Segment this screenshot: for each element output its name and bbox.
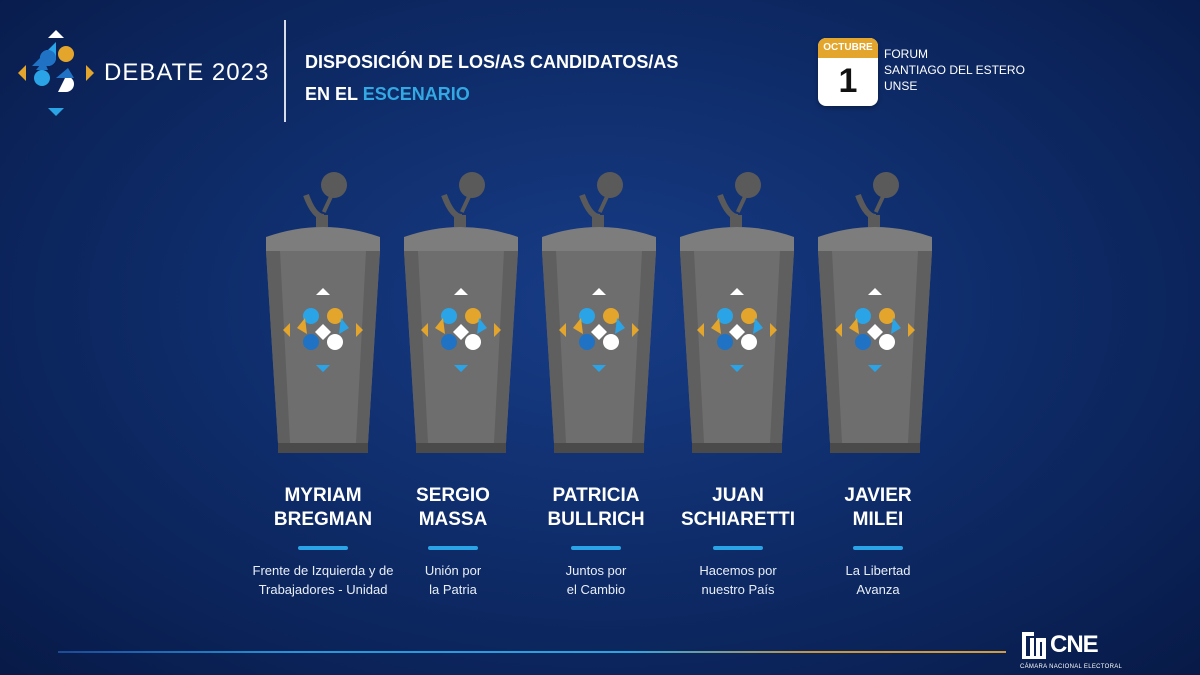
candidate-party: Unión por la Patria <box>378 561 528 599</box>
candidate-last-name: BULLRICH <box>547 509 645 530</box>
debate-diamond-icon <box>559 288 639 372</box>
candidate-party: Hacemos por nuestro País <box>663 561 813 599</box>
podium <box>678 165 796 457</box>
candidate-name: SERGIO MASSA <box>378 484 528 532</box>
venue-info: FORUM SANTIAGO DEL ESTERO UNSE <box>884 46 1025 94</box>
party-line-2: Avanza <box>856 582 900 597</box>
party-line-2: la Patria <box>429 582 477 597</box>
candidate-card: MYRIAM BREGMAN Frente de Izquierda y de Tr… <box>248 484 398 599</box>
venue-line-3: UNSE <box>884 79 918 93</box>
microphone-icon <box>579 172 623 227</box>
candidate-first-name: PATRICIA <box>552 485 640 506</box>
podium <box>264 165 382 457</box>
candidate-last-name: BREGMAN <box>273 509 373 530</box>
cne-logo: CNE CÁMARA NACIONAL ELECTORAL <box>1020 628 1122 672</box>
debate-diamond-icon <box>18 30 94 116</box>
candidate-card: JUAN SCHIARETTI Hacemos por nuestro País <box>663 484 813 599</box>
candidate-name: JAVIER MILEI <box>803 484 953 532</box>
candidate-divider <box>428 546 478 550</box>
microphone-icon <box>441 172 485 227</box>
title-line-1: DISPOSICIÓN DE LOS/AS CANDIDATOS/AS <box>305 52 679 72</box>
candidate-card: PATRICIA BULLRICH Juntos por el Cambio <box>521 484 671 599</box>
candidate-last-name: MASSA <box>418 509 488 530</box>
venue-line-1: FORUM <box>884 47 928 61</box>
party-line-1: Juntos por <box>565 563 627 578</box>
party-line-1: Unión por <box>424 563 482 578</box>
venue-line-2: SANTIAGO DEL ESTERO <box>884 63 1025 77</box>
candidate-party: La Libertad Avanza <box>803 561 953 599</box>
microphone-icon <box>717 172 761 227</box>
party-line-2: nuestro País <box>701 582 775 597</box>
party-line-1: Hacemos por <box>699 563 777 578</box>
candidate-party: Juntos por el Cambio <box>521 561 671 599</box>
candidate-divider <box>571 546 621 550</box>
microphone-icon <box>855 172 899 227</box>
candidate-last-name: SCHIARETTI <box>681 509 795 530</box>
candidate-last-name: MILEI <box>852 509 904 530</box>
debate-diamond-icon <box>421 288 501 372</box>
podium <box>816 165 934 457</box>
title-line-2-prefix: EN EL <box>305 84 363 104</box>
party-line-1: La Libertad <box>845 563 911 578</box>
candidate-divider <box>713 546 763 550</box>
title-accent: ESCENARIO <box>362 84 470 104</box>
candidate-divider <box>298 546 348 550</box>
candidate-party: Frente de Izquierda y de Trabajadores - U… <box>248 561 398 599</box>
party-line-2: el Cambio <box>566 582 626 597</box>
candidate-name: MYRIAM BREGMAN <box>248 484 398 532</box>
cne-full-name: CÁMARA NACIONAL ELECTORAL <box>1020 664 1123 670</box>
party-line-1: Frente de Izquierda y de <box>252 563 394 578</box>
podium <box>540 165 658 457</box>
candidate-first-name: JAVIER <box>844 485 912 506</box>
debate-diamond-icon <box>697 288 777 372</box>
debate-logo: DEBATE 2023 <box>18 30 269 116</box>
calendar-icon: OCTUBRE 1 <box>818 38 878 106</box>
candidate-divider <box>853 546 903 550</box>
candidate-first-name: JUAN <box>712 485 764 506</box>
candidate-first-name: SERGIO <box>416 485 490 506</box>
debate-diamond-icon <box>283 288 363 372</box>
candidate-name: JUAN SCHIARETTI <box>663 484 813 532</box>
candidate-name: PATRICIA BULLRICH <box>521 484 671 532</box>
cne-building-icon <box>1022 632 1046 659</box>
footer-line <box>58 651 1006 653</box>
candidate-card: JAVIER MILEI La Libertad Avanza <box>803 484 953 599</box>
title-line-2: EN EL ESCENARIO <box>305 78 678 110</box>
debate-title: DEBATE 2023 <box>104 59 270 86</box>
calendar-day: 1 <box>838 62 858 100</box>
candidate-first-name: MYRIAM <box>284 485 362 506</box>
cne-short: CNE <box>1050 631 1099 658</box>
debate-diamond-icon <box>835 288 915 372</box>
header-divider <box>284 20 286 122</box>
page-title: DISPOSICIÓN DE LOS/AS CANDIDATOS/AS EN E… <box>305 46 678 110</box>
podium <box>402 165 520 457</box>
candidate-card: SERGIO MASSA Unión por la Patria <box>378 484 528 599</box>
calendar-month: OCTUBRE <box>818 38 878 58</box>
microphone-icon <box>303 172 347 227</box>
party-line-2: Trabajadores - Unidad <box>258 582 388 597</box>
